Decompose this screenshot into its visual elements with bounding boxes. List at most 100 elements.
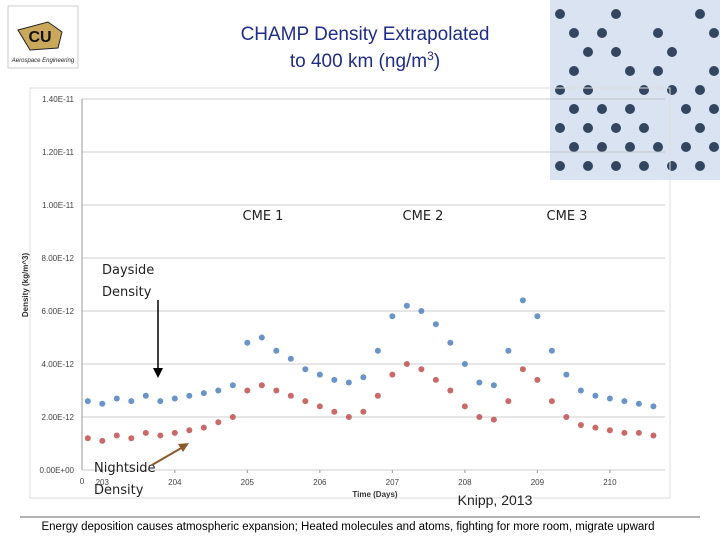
title: CHAMP Density Extrapolated [241,24,490,45]
point [316,371,323,378]
point [577,387,584,394]
point [99,437,106,444]
point [99,400,106,407]
y-tick-label: 0.00E+00 [40,466,75,475]
point [302,398,309,405]
y-tick-label: 4.00E-12 [42,360,75,369]
plot: 0.00E+00 2.00E-12 4.00E-12 6.00E-12 8.00E-12… [40,95,665,487]
point [447,387,454,394]
decoration-dot [611,161,621,171]
decoration-dot [653,66,663,76]
x-tick-label: 205 [241,478,255,487]
logo-shape [17,21,63,51]
point [548,398,555,405]
arrow-head [178,443,189,452]
decoration-dot [555,9,565,19]
point [360,374,367,381]
decoration-dot [569,104,579,114]
decoration-dot [639,123,649,133]
point [142,392,149,399]
point [621,398,628,405]
point [577,421,584,428]
title-line: CHAMP Density Extrapolated [241,24,490,45]
point [650,403,657,410]
point [229,382,236,389]
decoration-bg [550,0,720,180]
point [490,416,497,423]
point [128,398,135,405]
decoration-dot [695,161,705,171]
point [302,366,309,373]
point [563,371,570,378]
decoration-dot [555,85,565,95]
decoration-dot [625,142,635,152]
y-tick-label: 1.00E-11 [42,201,74,210]
point [258,334,265,341]
decoration-dot [695,85,705,95]
point [621,429,628,436]
point [418,308,425,314]
point [113,395,120,402]
point [287,355,294,362]
decoration-dot [667,47,677,57]
point [461,361,468,367]
decoration-dot [555,161,565,171]
decoration-dot [667,161,677,171]
point [186,427,193,434]
point [592,424,599,431]
point [490,382,497,389]
decoration-dot [625,104,635,114]
decoration-dot [583,161,593,171]
point [287,392,294,399]
point [534,313,541,320]
x-tick-label: 204 [168,478,182,487]
annotation: Dayside [102,263,154,278]
point [113,432,120,439]
point [128,435,135,442]
point [447,339,454,346]
decoration-dot [583,85,593,95]
decoration-dot [597,142,607,152]
point [476,414,483,420]
point [316,403,323,410]
title-superscript: 3 [427,49,434,63]
decoration-dot [709,66,719,76]
point [273,347,280,354]
point [592,392,599,399]
title-line: ) [434,51,440,72]
point [432,321,439,328]
point [84,435,91,442]
point [548,347,555,354]
point [505,347,512,354]
decoration-dot [555,123,565,133]
y-axis-label: Density (kg/m^3) [21,253,30,318]
decoration [550,0,720,180]
decoration-dot [639,85,649,95]
point [229,414,236,420]
y-tick-label: 1.40E-11 [42,95,74,104]
point [186,392,193,399]
decoration-dot [583,47,593,57]
annotation: CME 2 [403,209,444,224]
point [461,403,468,410]
point [258,382,265,389]
x-tick-label: 210 [603,478,617,487]
citation: Knipp, 2013 [458,492,533,508]
decoration-dot [695,9,705,19]
annotation: CME 1 [243,209,284,224]
decoration-dot [709,104,719,114]
decoration-dot [667,85,677,95]
decoration-dot [681,104,691,114]
point [389,371,396,378]
point [171,429,178,436]
point [244,387,251,394]
annotation: Nightside [94,461,156,476]
point [635,429,642,436]
point [200,424,207,431]
point [345,379,352,386]
x-tick-label: 208 [458,478,472,487]
point [142,429,149,436]
decoration-dot [709,28,719,38]
point [519,366,526,373]
